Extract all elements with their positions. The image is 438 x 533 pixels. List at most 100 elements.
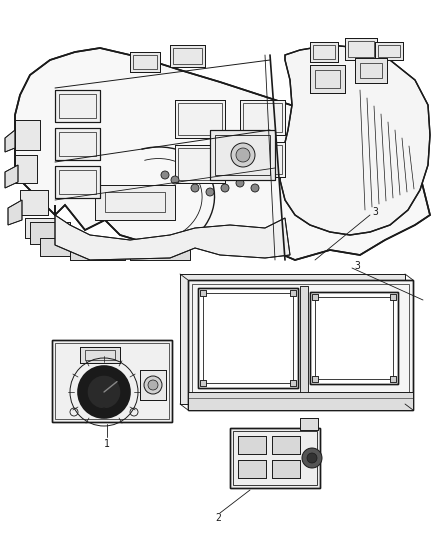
Bar [290, 290, 296, 296]
Bar [378, 45, 400, 57]
Bar [312, 294, 318, 300]
Bar [345, 38, 377, 60]
Bar [70, 245, 125, 260]
Bar [375, 42, 403, 60]
Bar [200, 290, 206, 296]
Bar [312, 294, 318, 300]
Bar [30, 222, 70, 244]
Bar [300, 418, 318, 430]
Ellipse shape [302, 448, 322, 468]
Bar [310, 42, 338, 62]
Bar [178, 103, 222, 135]
Ellipse shape [221, 184, 229, 192]
Polygon shape [280, 45, 430, 235]
Bar [175, 145, 225, 183]
Ellipse shape [171, 176, 179, 184]
Bar [140, 370, 166, 400]
Bar [173, 48, 202, 64]
Bar [188, 392, 413, 410]
Bar [140, 370, 166, 400]
Bar [198, 288, 298, 388]
Bar [300, 286, 308, 392]
Bar [175, 100, 225, 138]
Bar [180, 274, 405, 404]
Polygon shape [5, 130, 15, 152]
Bar [59, 132, 96, 156]
Bar [360, 63, 382, 78]
Ellipse shape [251, 184, 259, 192]
Bar [240, 142, 285, 177]
Bar [233, 431, 317, 485]
Bar [25, 218, 60, 238]
Bar [55, 166, 100, 198]
Polygon shape [15, 48, 430, 260]
Ellipse shape [236, 148, 250, 162]
Bar [200, 380, 206, 386]
Bar [300, 286, 308, 392]
Bar [192, 284, 409, 406]
Text: 1: 1 [104, 439, 110, 449]
Bar [178, 148, 222, 180]
Ellipse shape [231, 143, 255, 167]
Bar [130, 52, 160, 72]
Bar [130, 52, 160, 72]
Ellipse shape [236, 179, 244, 187]
Bar [290, 290, 296, 296]
Bar [175, 145, 225, 183]
Bar [240, 100, 285, 135]
Bar [390, 294, 396, 300]
Polygon shape [5, 165, 18, 188]
Bar [230, 428, 320, 488]
Bar [15, 120, 40, 150]
Bar [240, 100, 285, 135]
Bar [188, 280, 413, 410]
Polygon shape [55, 205, 290, 260]
Bar [59, 94, 96, 118]
Bar [272, 436, 300, 454]
Bar [105, 192, 165, 212]
Bar [55, 166, 100, 198]
Bar [355, 58, 387, 83]
Bar [200, 290, 206, 296]
Bar [133, 55, 157, 69]
Bar [355, 58, 387, 83]
Polygon shape [8, 200, 22, 225]
Bar [300, 418, 318, 430]
Bar [52, 340, 172, 422]
Text: 2: 2 [215, 513, 221, 523]
Bar [243, 103, 282, 132]
Bar [95, 185, 175, 220]
Bar [80, 347, 120, 363]
Bar [310, 292, 398, 384]
Bar [40, 238, 90, 256]
Bar [210, 130, 275, 180]
Bar [40, 238, 90, 256]
Bar [15, 155, 37, 183]
Bar [188, 392, 413, 410]
Bar [315, 297, 393, 379]
Bar [310, 292, 398, 384]
Bar [238, 460, 266, 478]
Bar [210, 130, 275, 180]
Bar [200, 380, 206, 386]
Bar [20, 190, 48, 215]
Bar [95, 185, 175, 220]
Bar [272, 460, 300, 478]
Bar [312, 376, 318, 382]
Bar [238, 436, 266, 454]
Bar [310, 65, 345, 93]
Bar [52, 340, 172, 422]
Ellipse shape [148, 380, 158, 390]
Bar [20, 190, 48, 215]
Bar [55, 128, 100, 160]
Bar [55, 90, 100, 122]
Bar [55, 128, 100, 160]
Bar [170, 45, 205, 67]
Bar [15, 120, 40, 150]
Bar [272, 436, 300, 454]
Bar [315, 70, 340, 88]
Ellipse shape [87, 375, 121, 409]
Bar [25, 218, 60, 238]
Bar [345, 38, 377, 60]
Text: 3: 3 [372, 207, 378, 217]
